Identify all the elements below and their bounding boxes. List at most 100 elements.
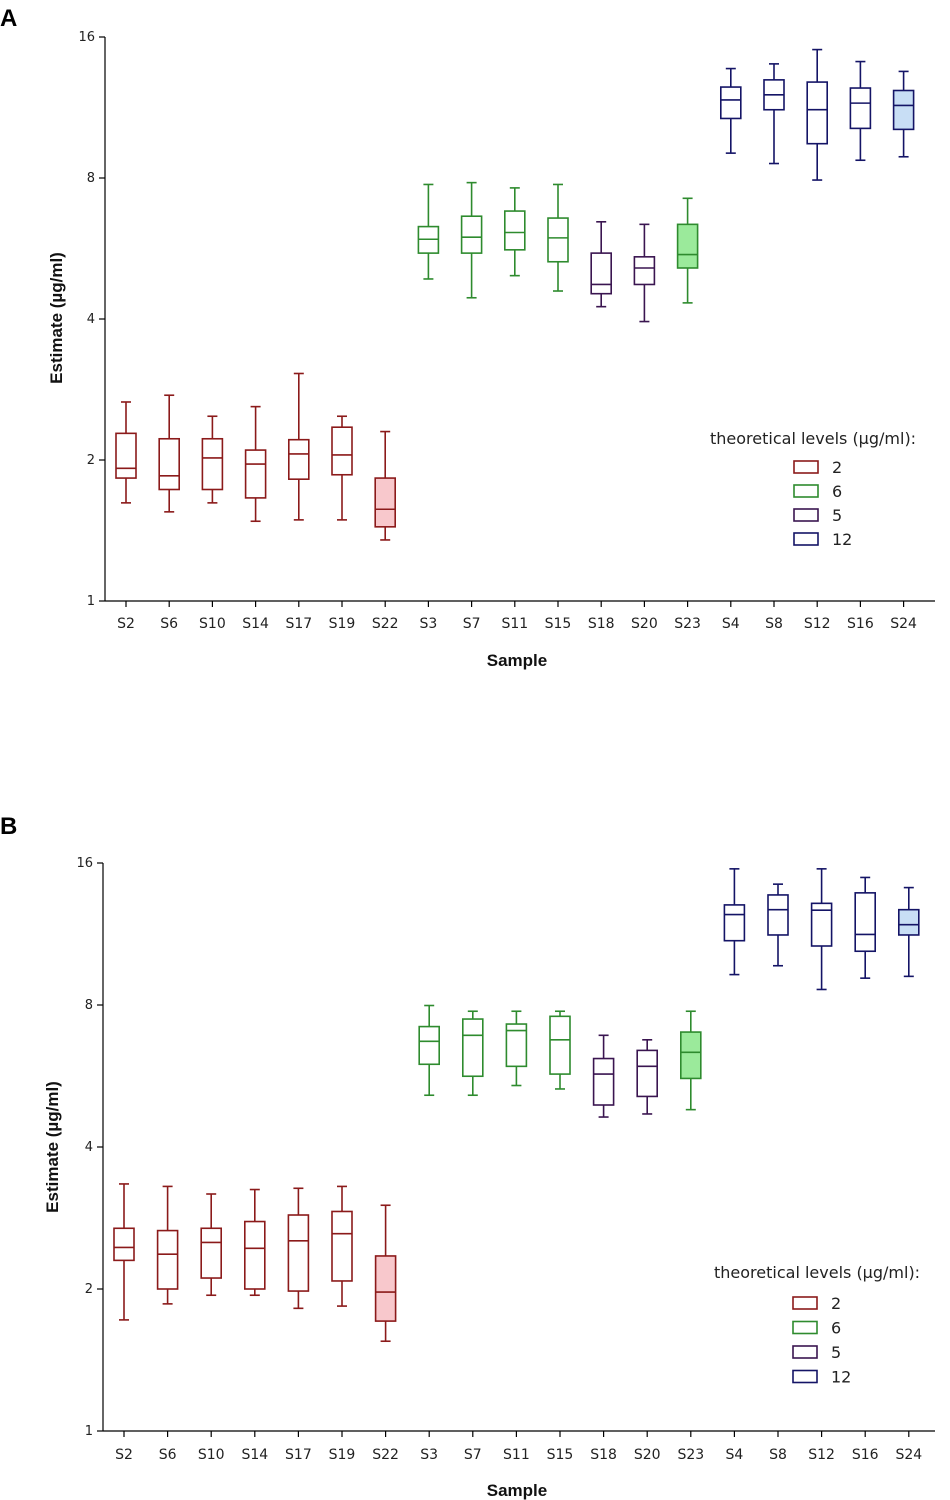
- legend-swatch: [792, 1369, 818, 1384]
- y-axis-title-a: Estimate (µg/ml): [47, 252, 66, 384]
- box-s19: [331, 1185, 353, 1307]
- y-ticks-a: 1 2 4 8 16: [78, 30, 105, 609]
- box-iqr: [460, 215, 483, 254]
- box-s14: [244, 405, 267, 523]
- y-tick-label: 8: [87, 171, 95, 186]
- box-s8: [763, 63, 785, 165]
- x-tick-label: S3: [420, 616, 438, 632]
- y-tick-label: 8: [85, 998, 93, 1013]
- box-iqr: [244, 1220, 266, 1290]
- panel-letter-a: A: [0, 5, 17, 32]
- box-iqr: [592, 1057, 615, 1106]
- x-tick-label: S20: [631, 616, 658, 632]
- x-tick-label: S6: [159, 1447, 177, 1463]
- box-s2: [115, 401, 137, 504]
- y-tick-label: 16: [76, 856, 93, 871]
- legend-swatch: [792, 1296, 818, 1310]
- x-tick-label: S14: [241, 1447, 268, 1463]
- x-tick-label: S11: [501, 616, 528, 632]
- box-s4: [723, 868, 746, 976]
- legend-swatch: [793, 484, 819, 498]
- box-s10: [200, 1193, 222, 1297]
- legend-swatch: [793, 532, 819, 546]
- y-tick-label: 2: [85, 1282, 93, 1297]
- x-tick-label: S3: [420, 1447, 438, 1463]
- box-iqr: [723, 904, 746, 942]
- x-tick-label: S23: [677, 1447, 704, 1463]
- boxplots-a: [115, 48, 915, 541]
- box-iqr: [503, 210, 526, 251]
- box-iqr: [676, 223, 699, 269]
- box-s2: [113, 1183, 135, 1321]
- box-s3: [418, 1004, 441, 1097]
- legend-entry-5: 5: [792, 1343, 841, 1362]
- x-tick-label: S23: [674, 616, 701, 632]
- x-axis-title-a: Sample: [487, 651, 547, 670]
- box-s23: [679, 1010, 702, 1111]
- legend-entry-2: 2: [792, 1294, 841, 1313]
- x-tick-label: S24: [895, 1447, 922, 1463]
- legend-entry-12: 12: [793, 530, 852, 549]
- box-s14: [244, 1188, 266, 1297]
- box-s20: [633, 223, 656, 323]
- y-axis-title-b: Estimate (µg/ml): [43, 1081, 62, 1213]
- box-s18: [590, 221, 613, 308]
- legend-label: 2: [832, 458, 842, 477]
- box-s16: [854, 876, 877, 979]
- box-iqr: [590, 252, 613, 295]
- legend-entry-6: 6: [792, 1319, 841, 1338]
- box-s16: [849, 60, 872, 162]
- box-s18: [592, 1034, 615, 1118]
- box-s24: [897, 886, 920, 978]
- box-iqr: [854, 892, 877, 953]
- box-s22: [374, 1204, 397, 1343]
- x-axis-title-b: Sample: [487, 1481, 547, 1500]
- x-tick-label: S2: [115, 1447, 133, 1463]
- box-iqr: [115, 432, 137, 479]
- box-s4: [719, 67, 742, 154]
- box-s3: [417, 183, 440, 280]
- legend-entry-12: 12: [792, 1368, 851, 1387]
- box-iqr: [849, 87, 872, 130]
- box-s24: [892, 70, 915, 158]
- x-tick-label: S15: [545, 616, 572, 632]
- legend-entry-2: 2: [793, 458, 842, 477]
- x-tick-label: S22: [372, 616, 399, 632]
- box-s6: [156, 1185, 179, 1305]
- boxplots-b: [113, 868, 920, 1343]
- y-ticks-b: 1 2 4 8 16: [76, 856, 103, 1439]
- box-iqr: [547, 217, 569, 263]
- x-tick-label: S12: [804, 616, 831, 632]
- box-s7: [460, 181, 483, 299]
- x-tick-label: S8: [769, 1447, 787, 1463]
- box-s10: [201, 415, 224, 504]
- box-iqr: [287, 1214, 310, 1292]
- box-s17: [287, 372, 310, 521]
- box-iqr: [505, 1023, 528, 1068]
- box-iqr: [374, 477, 397, 528]
- box-iqr: [810, 902, 833, 947]
- legend-label: 5: [832, 506, 842, 525]
- x-tick-label: S15: [547, 1447, 574, 1463]
- x-tick-labels-b: S2 S6 S10 S14 S17 S19 S22 S3 S7 S11 S15 S18 S20 S23 S4…: [115, 1431, 922, 1463]
- box-iqr: [156, 1229, 179, 1290]
- legend-swatch: [792, 1320, 818, 1335]
- x-tick-label: S24: [890, 616, 917, 632]
- box-iqr: [201, 437, 224, 491]
- box-s8: [767, 883, 789, 967]
- box-s23: [676, 197, 699, 304]
- x-tick-label: S18: [590, 1447, 617, 1463]
- x-tick-label: S6: [160, 616, 178, 632]
- legend-swatch: [792, 1345, 818, 1359]
- box-s11: [503, 187, 526, 277]
- x-tick-label: S22: [372, 1447, 399, 1463]
- y-tick-label: 4: [87, 312, 95, 327]
- legend-entry-5: 5: [793, 506, 842, 525]
- box-s7: [461, 1010, 484, 1097]
- box-s20: [636, 1039, 659, 1115]
- x-tick-label: S7: [464, 1447, 482, 1463]
- x-tick-label: S18: [588, 616, 615, 632]
- legend-entry-6: 6: [793, 482, 842, 501]
- box-s19: [331, 415, 353, 521]
